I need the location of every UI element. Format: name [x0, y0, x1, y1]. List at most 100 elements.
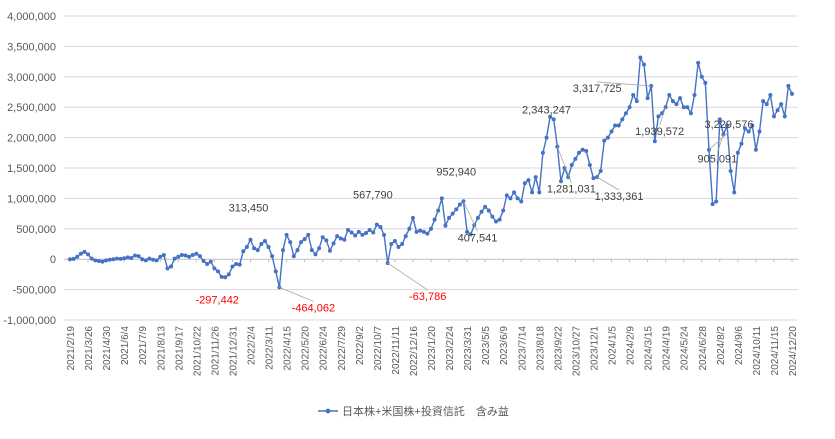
data-point — [389, 242, 394, 246]
x-tick-label: 2023/3/31 — [463, 326, 474, 371]
data-point — [317, 246, 322, 251]
annotation-leader — [556, 146, 572, 183]
data-point — [717, 117, 722, 122]
data-point — [371, 230, 376, 235]
data-point — [616, 123, 621, 128]
series-points — [68, 55, 794, 290]
data-point — [197, 254, 202, 259]
data-point — [226, 272, 231, 277]
x-tick-label: 2021/7/9 — [138, 326, 149, 365]
data-point — [490, 214, 495, 219]
data-point — [753, 147, 758, 152]
y-tick-label: 3,000,000 — [7, 72, 56, 84]
data-point — [461, 199, 466, 204]
data-point — [551, 117, 556, 122]
data-point — [89, 256, 94, 261]
data-point — [443, 223, 448, 228]
data-label: 1,333,361 — [595, 191, 644, 203]
x-tick-label: 2023/10/27 — [571, 326, 582, 376]
x-tick-label: 2021/12/31 — [228, 326, 239, 376]
data-point — [122, 256, 127, 261]
data-point — [223, 275, 228, 280]
data-label: 1,939,572 — [635, 126, 684, 138]
data-point — [692, 93, 697, 98]
data-point — [234, 262, 239, 267]
data-point — [252, 246, 257, 251]
x-tick-label: 2023/12/1 — [589, 326, 600, 371]
data-point — [161, 252, 166, 257]
data-point — [631, 93, 636, 98]
x-tick-label: 2022/10/7 — [373, 326, 384, 371]
data-point — [605, 135, 610, 140]
y-tick-label: 500,000 — [16, 224, 56, 236]
data-label: 567,790 — [353, 190, 393, 202]
x-tick-label: 2024/11/15 — [770, 326, 781, 376]
data-point — [158, 254, 163, 259]
data-point — [638, 55, 643, 60]
data-label: 3,229,576 — [705, 119, 754, 131]
x-tick-label: 2022/4/15 — [283, 326, 294, 371]
x-tick-label: 2021/11/26 — [210, 326, 221, 376]
data-point — [432, 217, 437, 222]
data-point — [132, 253, 137, 258]
data-point — [620, 117, 625, 122]
x-tick-label: 2021/4/30 — [102, 326, 113, 371]
data-point — [208, 259, 213, 264]
data-point — [468, 232, 473, 237]
data-point — [360, 232, 365, 237]
data-point — [764, 102, 769, 107]
data-point — [291, 254, 296, 259]
data-point — [248, 237, 253, 242]
data-point — [179, 252, 184, 257]
data-point — [696, 60, 701, 65]
data-point — [335, 234, 340, 239]
data-point — [364, 231, 369, 236]
data-point — [140, 257, 145, 262]
data-point — [584, 148, 589, 153]
data-point — [194, 251, 199, 256]
data-point — [367, 228, 372, 233]
data-point — [75, 254, 80, 259]
data-point — [410, 215, 415, 220]
data-point — [320, 235, 325, 240]
data-label: 952,940 — [436, 166, 476, 178]
data-point — [508, 196, 513, 201]
data-point — [678, 96, 683, 101]
y-tick-label: 0 — [50, 254, 56, 266]
annotation-leader — [717, 134, 724, 153]
data-point — [436, 208, 441, 213]
data-point — [349, 230, 354, 235]
data-point — [353, 233, 358, 238]
data-point — [530, 190, 535, 195]
data-label: 905,091 — [698, 154, 738, 166]
data-point — [244, 245, 249, 250]
x-tick-label: 2022/12/16 — [409, 326, 420, 376]
x-tick-label: 2022/3/11 — [265, 326, 276, 370]
annotation-leader — [279, 287, 314, 302]
x-tick-label: 2021/3/26 — [84, 326, 95, 371]
x-tick-label: 2024/4/19 — [662, 326, 673, 371]
y-tick-label: 2,500,000 — [7, 102, 56, 114]
data-point — [761, 99, 766, 104]
data-point — [172, 256, 177, 261]
data-point — [483, 204, 488, 209]
legend-label: 日本株+米国株+投資信託 含み益 — [342, 404, 509, 418]
data-point — [104, 258, 109, 263]
data-point — [147, 256, 152, 261]
y-axis-tick-labels: -1,000,000 -500,000 0 500,000 1,000,000 1,500… — [3, 11, 56, 327]
data-point — [93, 258, 98, 263]
data-point — [746, 129, 751, 134]
x-tick-label: 2024/12/20 — [788, 326, 799, 376]
data-point — [465, 229, 470, 234]
data-point — [602, 138, 607, 143]
data-point — [732, 190, 737, 195]
data-point — [338, 236, 343, 241]
data-point — [627, 105, 632, 110]
data-point — [96, 259, 101, 264]
data-point — [212, 266, 217, 271]
data-point — [270, 254, 275, 259]
data-point — [504, 193, 509, 198]
data-point — [407, 226, 412, 231]
data-point — [537, 190, 542, 195]
